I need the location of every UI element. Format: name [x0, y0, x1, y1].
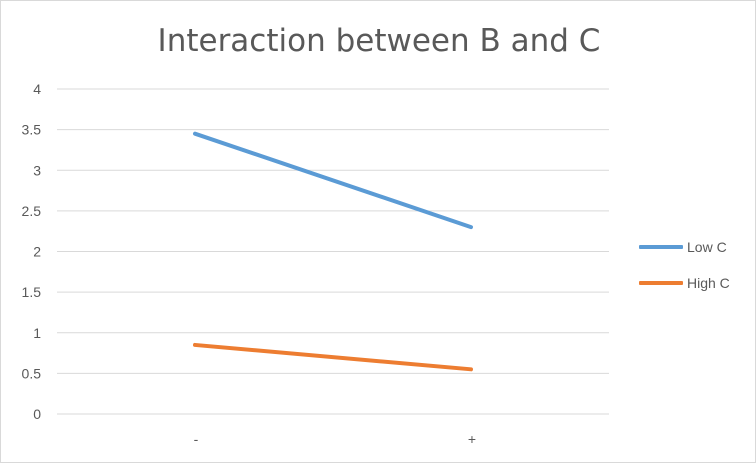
legend-item-low-c: Low C: [639, 237, 751, 257]
y-axis-tick-labels: 0 0.5 1 1.5 2 2.5 3 3.5 4: [22, 81, 42, 422]
legend-swatch-low-c: [639, 245, 683, 249]
y-tick-label: 4: [33, 81, 41, 97]
series-line-low-c: [193, 131, 473, 230]
legend: Low C High C: [639, 237, 751, 309]
y-tick-label: 3.5: [22, 122, 42, 138]
y-tick-label: 1: [33, 325, 41, 341]
y-tick-label: 0: [33, 406, 41, 422]
legend-label-low-c: Low C: [687, 239, 727, 255]
x-tick-label: +: [468, 431, 476, 447]
legend-label-high-c: High C: [687, 275, 730, 291]
gridlines: [57, 88, 609, 415]
series-line-high-c: [193, 342, 473, 372]
legend-swatch-high-c: [639, 281, 683, 285]
y-tick-label: 2: [33, 244, 41, 260]
x-tick-label: -: [194, 431, 199, 447]
x-axis-tick-labels: - +: [194, 431, 476, 447]
y-tick-label: 3: [33, 162, 41, 178]
legend-item-high-c: High C: [639, 273, 751, 293]
y-tick-label: 2.5: [22, 203, 42, 219]
chart-title: Interaction between B and C: [157, 23, 601, 59]
y-tick-label: 0.5: [22, 365, 42, 381]
series-lines: [193, 131, 473, 372]
y-tick-label: 1.5: [22, 284, 42, 300]
